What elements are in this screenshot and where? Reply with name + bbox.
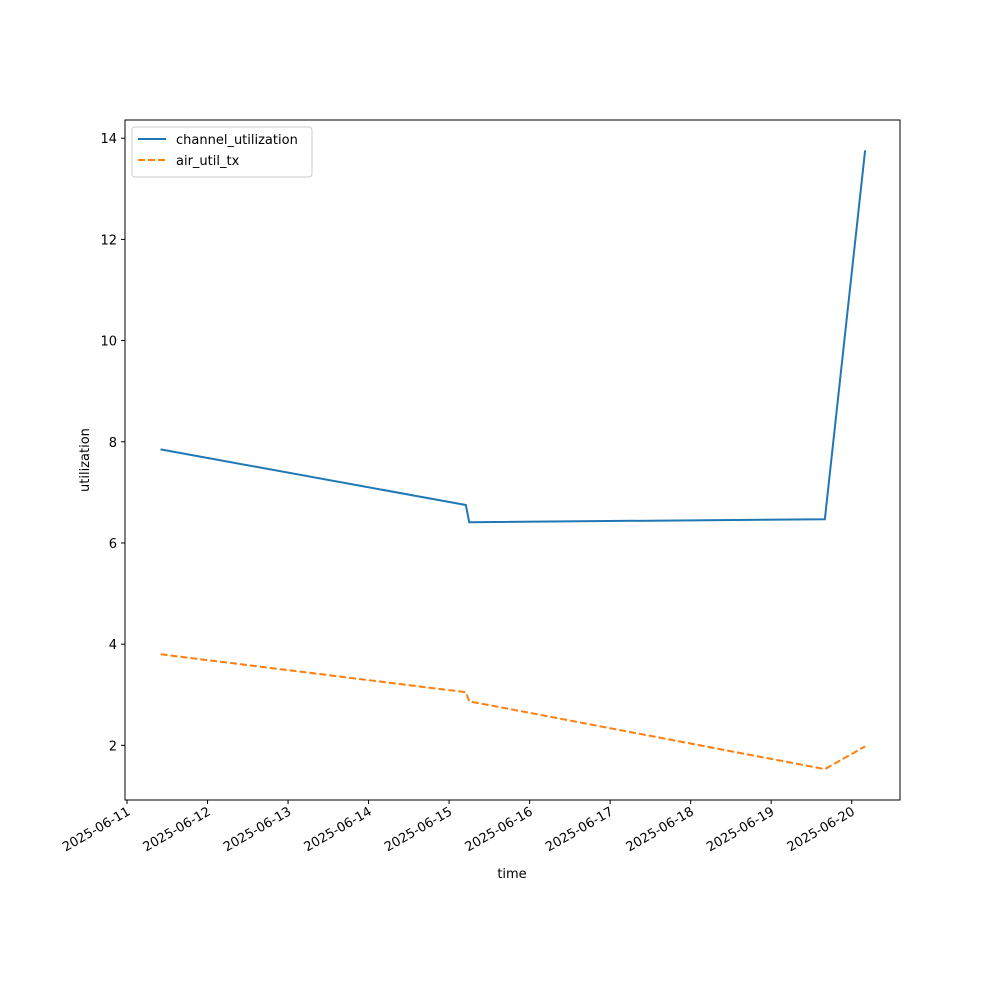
y-tick-label: 12	[100, 233, 117, 248]
y-tick-label: 4	[109, 638, 117, 653]
x-axis-label: time	[497, 867, 526, 882]
y-tick-label: 10	[100, 335, 117, 350]
legend: channel_utilization air_util_tx	[131, 126, 313, 178]
y-tick-label: 2	[109, 739, 117, 754]
legend-label: channel_utilization	[176, 133, 298, 148]
series-line	[160, 653, 866, 771]
legend-label: air_util_tx	[176, 154, 240, 169]
plot-frame	[124, 119, 901, 801]
y-axis-label: utilization	[78, 428, 93, 492]
series-line	[160, 150, 867, 524]
y-tick-label: 14	[100, 132, 117, 147]
y-tick-label: 6	[109, 537, 117, 552]
legend-box	[131, 126, 313, 178]
y-tick-label: 8	[109, 436, 117, 451]
